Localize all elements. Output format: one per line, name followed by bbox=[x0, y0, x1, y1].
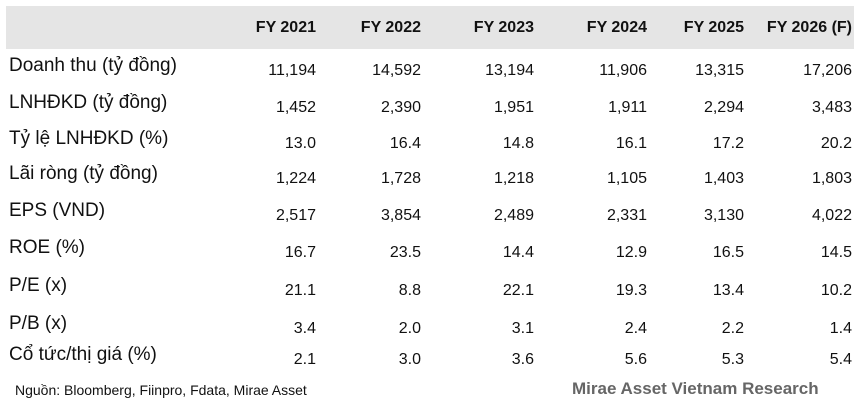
table-cell: 5.3 bbox=[721, 351, 744, 368]
table-cell: 2.1 bbox=[293, 351, 316, 368]
table-cell: 3.0 bbox=[398, 351, 421, 368]
table-cell: 3,854 bbox=[380, 207, 421, 224]
table-row: LNHĐKD (tỷ đồng) 1,452 2,390 1,951 1,911 2,29… bbox=[6, 92, 854, 129]
table-cell: 14,592 bbox=[372, 62, 421, 79]
table-cell: 5.4 bbox=[829, 351, 852, 368]
table-row: Cổ tức/thị giá (%) 2.1 3.0 3.6 5.6 5.3 5.4 bbox=[6, 344, 854, 381]
column-header: FY 2023 bbox=[473, 19, 534, 36]
table-row: ROE (%) 16.7 23.5 14.4 12.9 16.5 14.5 bbox=[6, 237, 854, 274]
table-row: EPS (VND) 2,517 3,854 2,489 2,331 3,130 4,022 bbox=[6, 200, 854, 237]
table-cell: 13,315 bbox=[695, 62, 744, 79]
table-cell: 10.2 bbox=[820, 282, 852, 299]
table-cell: 2.2 bbox=[721, 320, 744, 337]
table-cell: 17,206 bbox=[803, 62, 852, 79]
row-label: ROE (%) bbox=[9, 237, 85, 258]
table-cell: 2,489 bbox=[493, 207, 534, 224]
table-cell: 1,911 bbox=[608, 99, 647, 116]
row-label: Cổ tức/thị giá (%) bbox=[9, 344, 157, 365]
table-cell: 22.1 bbox=[502, 282, 534, 299]
row-label: Tỷ lệ LNHĐKD (%) bbox=[9, 128, 169, 149]
table-row: P/B (x) 3.4 2.0 3.1 2.4 2.2 1.4 bbox=[6, 313, 854, 350]
table-row: Tỷ lệ LNHĐKD (%) 13.0 16.4 14.8 16.1 17.2 20.2 bbox=[6, 128, 854, 165]
table-cell: 23.5 bbox=[389, 244, 421, 261]
row-label: P/B (x) bbox=[9, 313, 68, 334]
column-header: FY 2022 bbox=[360, 19, 421, 36]
table-cell: 2,517 bbox=[275, 207, 316, 224]
table-cell: 2,294 bbox=[703, 99, 744, 116]
table-cell: 1,803 bbox=[811, 170, 852, 187]
table-cell: 3.1 bbox=[511, 320, 534, 337]
brand-text: Mirae Asset Vietnam Research bbox=[572, 379, 819, 398]
table-row: Lãi ròng (tỷ đồng) 1,224 1,728 1,218 1,105 1,… bbox=[6, 163, 854, 200]
column-header: FY 2025 bbox=[683, 19, 744, 36]
table-cell: 16.7 bbox=[284, 244, 316, 261]
table-cell: 21.1 bbox=[284, 282, 316, 299]
table-cell: 16.4 bbox=[389, 135, 421, 152]
column-header: FY 2021 bbox=[255, 19, 316, 36]
table-cell: 12.9 bbox=[615, 244, 647, 261]
table-cell: 4,022 bbox=[811, 207, 852, 224]
table-cell: 13.4 bbox=[712, 282, 744, 299]
table-cell: 13,194 bbox=[485, 62, 534, 79]
table-cell: 16.5 bbox=[712, 244, 744, 261]
table-cell: 1,728 bbox=[380, 170, 421, 187]
table-cell: 13.0 bbox=[284, 135, 316, 152]
table-cell: 2,390 bbox=[380, 99, 421, 116]
table-cell: 1,105 bbox=[606, 170, 647, 187]
table-cell: 11,906 bbox=[599, 62, 647, 79]
table-cell: 1,224 bbox=[275, 170, 316, 187]
table-cell: 3.6 bbox=[511, 351, 534, 368]
table-row: Doanh thu (tỷ đồng) 11,194 14,592 13,194 11,… bbox=[6, 55, 854, 92]
table-cell: 1.4 bbox=[829, 320, 852, 337]
table-cell: 19.3 bbox=[615, 282, 647, 299]
source-note: Nguồn: Bloomberg, Fiinpro, Fdata, Mirae … bbox=[15, 382, 307, 398]
table-cell: 3,483 bbox=[811, 99, 852, 116]
table-cell: 1,452 bbox=[275, 99, 316, 116]
table-header: FY 2021 FY 2022 FY 2023 FY 2024 FY 2025 … bbox=[6, 6, 854, 49]
column-header: FY 2024 bbox=[586, 19, 647, 36]
table-cell: 1,403 bbox=[703, 170, 744, 187]
row-label: EPS (VND) bbox=[9, 200, 106, 221]
table-cell: 2.4 bbox=[624, 320, 647, 337]
column-header: FY 2026 (F) bbox=[766, 19, 852, 36]
row-label: Doanh thu (tỷ đồng) bbox=[9, 55, 177, 76]
table-cell: 5.6 bbox=[624, 351, 647, 368]
table-cell: 1,218 bbox=[493, 170, 534, 187]
row-label: Lãi ròng (tỷ đồng) bbox=[9, 163, 158, 184]
table-cell: 14.5 bbox=[820, 244, 852, 261]
row-label: P/E (x) bbox=[9, 275, 68, 296]
table-cell: 20.2 bbox=[820, 135, 852, 152]
table-cell: 2,331 bbox=[606, 207, 647, 224]
table-cell: 17.2 bbox=[712, 135, 744, 152]
table-cell: 1,951 bbox=[493, 99, 534, 116]
table-row: P/E (x) 21.1 8.8 22.1 19.3 13.4 10.2 bbox=[6, 275, 854, 312]
table-cell: 11,194 bbox=[268, 62, 316, 79]
table-cell: 2.0 bbox=[398, 320, 421, 337]
table-cell: 14.8 bbox=[502, 135, 534, 152]
table-cell: 14.4 bbox=[502, 244, 534, 261]
table-cell: 16.1 bbox=[615, 135, 647, 152]
table-cell: 8.8 bbox=[398, 282, 421, 299]
row-label: LNHĐKD (tỷ đồng) bbox=[9, 92, 168, 113]
table-cell: 3,130 bbox=[703, 207, 744, 224]
table-cell: 3.4 bbox=[293, 320, 316, 337]
